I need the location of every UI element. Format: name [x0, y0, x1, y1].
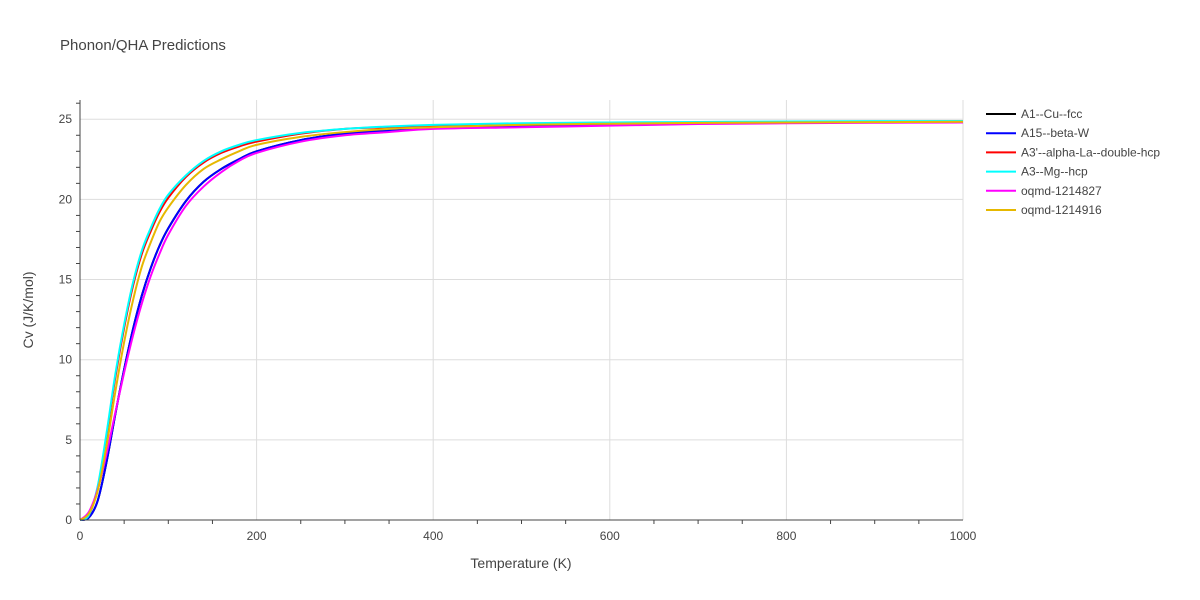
legend-label: A15--beta-W	[1021, 126, 1090, 140]
x-tick-label: 200	[247, 529, 267, 543]
series-line-6	[79, 120, 964, 521]
series-line-1	[79, 120, 964, 521]
x-tick-label: 600	[600, 529, 620, 543]
y-tick-label: 25	[59, 112, 73, 126]
y-axis-title: Cv (J/K/mol)	[20, 272, 36, 349]
legend-label: A3'--alpha-La--double-hcp	[1021, 145, 1160, 159]
legend-label: A3--Mg--hcp	[1021, 165, 1088, 179]
y-tick-label: 0	[65, 513, 72, 527]
x-tick-label: 400	[423, 529, 443, 543]
y-tick-label: 20	[59, 192, 73, 206]
legend-label: oqmd-1214827	[1021, 184, 1102, 198]
legend-item[interactable]: A15--beta-W	[986, 126, 1090, 140]
plot-area	[79, 120, 964, 521]
series-line-2	[79, 120, 964, 521]
series-line-4	[79, 120, 964, 521]
legend[interactable]: A1--Cu--fcc A15--beta-W A3'--alpha-La--dou…	[986, 107, 1160, 217]
legend-label: oqmd-1214916	[1021, 203, 1102, 217]
x-axis-title: Temperature (K)	[470, 555, 571, 571]
legend-item[interactable]: oqmd-1214827	[986, 184, 1102, 198]
legend-label: A1--Cu--fcc	[1021, 107, 1082, 121]
series-line-3	[79, 120, 964, 521]
grid	[80, 100, 964, 520]
y-tick-label: 15	[59, 273, 73, 287]
legend-item[interactable]: A3'--alpha-La--double-hcp	[986, 145, 1160, 159]
x-tick-label: 800	[776, 529, 796, 543]
chart-title: Phonon/QHA Predictions	[60, 37, 226, 54]
y-tick-label: 10	[59, 353, 73, 367]
legend-item[interactable]: A1--Cu--fcc	[986, 107, 1082, 121]
legend-item[interactable]: A3--Mg--hcp	[986, 165, 1088, 179]
y-tick-label: 5	[65, 433, 72, 447]
x-tick-label: 0	[77, 529, 84, 543]
legend-item[interactable]: oqmd-1214916	[986, 203, 1102, 217]
x-tick-label: 1000	[950, 529, 977, 543]
series-line-5	[79, 121, 964, 521]
axes: 0 200 400 600 800 1000 0 5 10 15 20 25	[59, 100, 977, 543]
